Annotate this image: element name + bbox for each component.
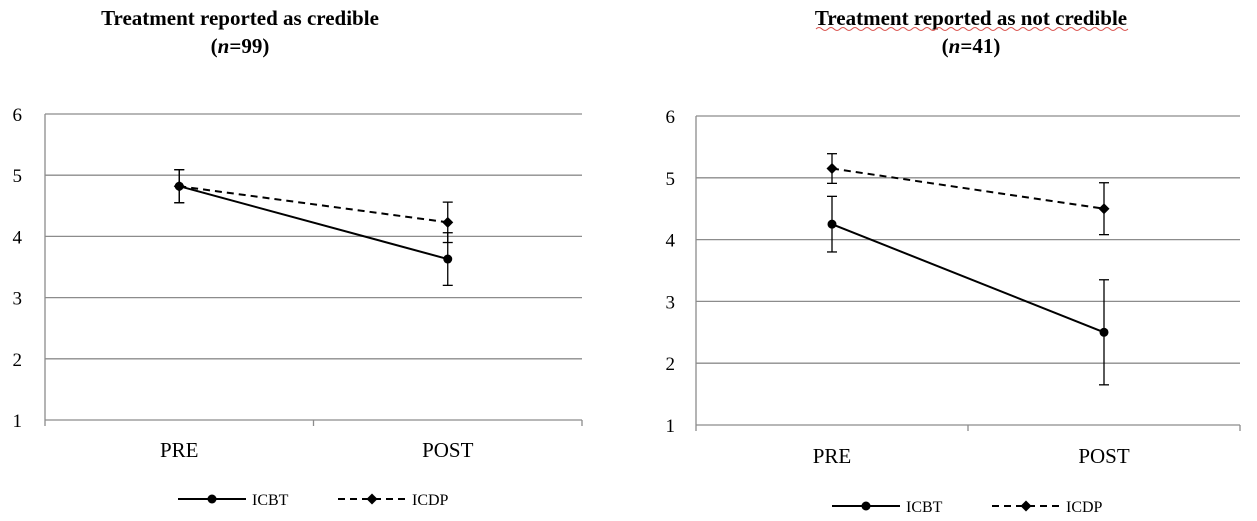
data-point-icdp bbox=[442, 216, 454, 228]
y-tick-label: 1 bbox=[13, 411, 23, 432]
y-tick-label: 3 bbox=[13, 289, 23, 310]
legend-label-icdp: ICDP bbox=[412, 492, 449, 509]
y-tick-label: 5 bbox=[666, 169, 676, 190]
y-tick-label: 3 bbox=[666, 292, 676, 313]
legend-marker-diamond bbox=[1020, 500, 1032, 512]
chart-title: Treatment reported as credible bbox=[101, 6, 379, 30]
chart-panel-1: Treatment reported as credible (n=99) 1 2 3 4… bbox=[13, 6, 583, 509]
legend-marker-diamond bbox=[366, 493, 378, 505]
y-tick-label: 6 bbox=[13, 105, 23, 126]
y-tick-label: 2 bbox=[13, 350, 23, 371]
subtitle-rest: =41) bbox=[960, 34, 1000, 58]
series-line-icbt bbox=[178, 185, 449, 261]
data-point-icdp bbox=[1098, 203, 1110, 215]
series-line-icbt bbox=[831, 223, 1105, 334]
data-point-icbt bbox=[827, 219, 837, 229]
y-tick-label: 6 bbox=[666, 107, 676, 128]
y-tick-label: 1 bbox=[666, 416, 676, 437]
series-line-icdp bbox=[179, 185, 448, 224]
y-tick-label: 4 bbox=[13, 227, 23, 248]
legend-label-icdp: ICDP bbox=[1066, 499, 1103, 516]
data-point-icbt bbox=[1099, 327, 1109, 337]
chart-title: Treatment reported as not credible bbox=[815, 6, 1127, 30]
chart-panel-2: Treatment reported as not credible (n=41)… bbox=[666, 6, 1241, 516]
y-tick-label: 4 bbox=[666, 231, 676, 252]
legend-marker-circle bbox=[207, 494, 217, 504]
x-category-label: POST bbox=[1078, 444, 1130, 468]
legend-label-icbt: ICBT bbox=[252, 492, 289, 509]
x-category-label: PRE bbox=[160, 438, 199, 462]
y-tick-label: 5 bbox=[13, 166, 23, 187]
x-category-label: PRE bbox=[813, 444, 852, 468]
data-point-icdp bbox=[173, 180, 185, 192]
subtitle-n: n bbox=[949, 34, 961, 58]
spellcheck-underline bbox=[815, 27, 1129, 31]
subtitle-rest: =99) bbox=[229, 34, 269, 58]
data-point-icbt bbox=[443, 254, 453, 264]
chart-subtitle: (n=99) bbox=[211, 34, 270, 58]
subtitle-open-paren: ( bbox=[211, 34, 218, 58]
y-tick-label: 2 bbox=[666, 354, 676, 375]
data-point-icdp bbox=[826, 163, 838, 175]
legend-marker-circle bbox=[861, 501, 871, 511]
subtitle-n: n bbox=[218, 34, 230, 58]
legend-label-icbt: ICBT bbox=[906, 499, 943, 516]
chart-subtitle: (n=41) bbox=[942, 34, 1001, 58]
subtitle-open-paren: ( bbox=[942, 34, 949, 58]
x-category-label: POST bbox=[422, 438, 474, 462]
series-line-icdp bbox=[831, 167, 1105, 210]
